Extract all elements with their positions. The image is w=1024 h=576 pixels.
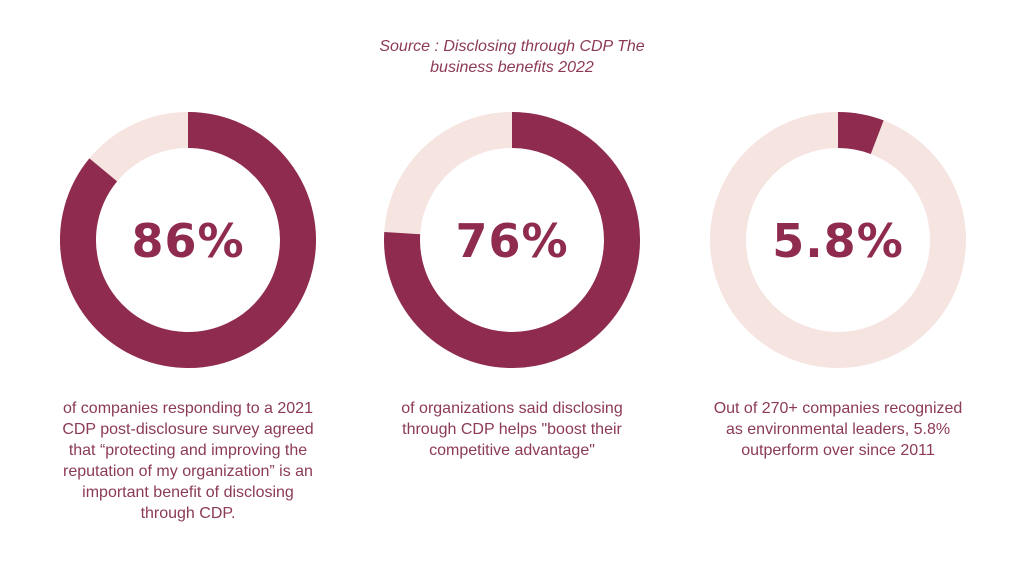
stat-value: 76%: [455, 214, 568, 268]
source-line-1: Source : Disclosing through CDP The: [379, 38, 645, 55]
stat-value: 5.8%: [772, 214, 904, 268]
stat-card-competitive-advantage: 76% of organizations said disclosing thr…: [382, 112, 642, 461]
stat-card-reputation: 86% of companies responding to a 2021 CD…: [58, 112, 318, 524]
stat-caption: of companies responding to a 2021 CDP po…: [62, 400, 314, 522]
stat-card-environmental-leaders: 5.8% Out of 270+ companies recognized as…: [708, 112, 968, 461]
stat-caption: of organizations said disclosing through…: [401, 400, 623, 459]
donut-value-arc: [384, 112, 640, 368]
donut-chart: 5.8%: [710, 112, 966, 368]
donut-chart: 76%: [384, 112, 640, 368]
donut-value-arc: [60, 112, 316, 368]
stat-value: 86%: [131, 214, 244, 268]
stat-caption: Out of 270+ companies recognized as envi…: [713, 400, 963, 459]
donut-value-arc: [837, 112, 884, 155]
source-line-2: business benefits 2022: [430, 59, 594, 76]
donut-chart: 86%: [60, 112, 316, 368]
source-note: Source : Disclosing through CDP The busi…: [312, 36, 712, 78]
donut-track: [710, 112, 966, 368]
